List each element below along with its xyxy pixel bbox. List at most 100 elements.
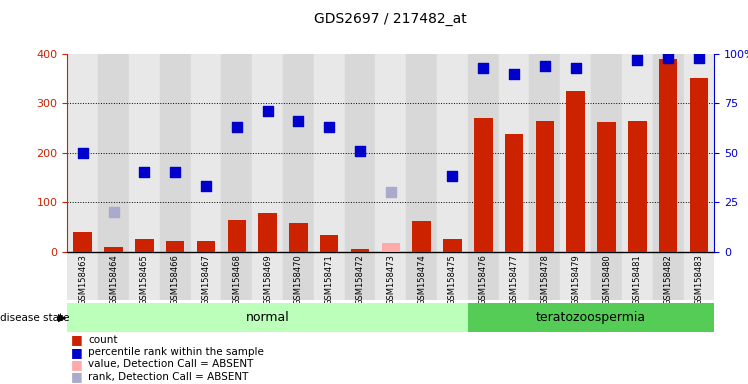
Bar [444, 239, 462, 252]
Text: GSM158481: GSM158481 [633, 254, 642, 305]
Bar [67, 54, 98, 252]
Bar [221, 54, 252, 252]
Bar [622, 54, 653, 252]
Bar [73, 232, 92, 252]
Text: GSM158469: GSM158469 [263, 254, 272, 305]
Text: ■: ■ [71, 358, 83, 371]
Bar [67, 303, 468, 332]
Bar [314, 252, 345, 300]
Text: GSM158475: GSM158475 [448, 254, 457, 305]
Bar [351, 249, 370, 252]
Text: percentile rank within the sample: percentile rank within the sample [88, 347, 264, 357]
Bar [530, 252, 560, 300]
Text: GSM158478: GSM158478 [540, 254, 549, 305]
Text: rank, Detection Call = ABSENT: rank, Detection Call = ABSENT [88, 372, 248, 382]
Point [354, 147, 366, 154]
Point [200, 183, 212, 189]
Point [447, 173, 459, 179]
Point [169, 169, 181, 175]
Text: GDS2697 / 217482_at: GDS2697 / 217482_at [314, 12, 468, 25]
Text: GSM158483: GSM158483 [694, 254, 703, 305]
Bar [320, 235, 338, 252]
Bar [659, 59, 678, 252]
Bar [499, 252, 530, 300]
Point [477, 65, 489, 71]
Text: GSM158472: GSM158472 [355, 254, 364, 305]
Point [570, 65, 582, 71]
Point [384, 189, 396, 195]
Bar [160, 252, 191, 300]
Bar [289, 223, 307, 252]
Bar [412, 221, 431, 252]
Bar [129, 252, 160, 300]
Bar [505, 134, 524, 252]
Bar [474, 118, 492, 252]
Point [631, 56, 643, 63]
Bar [499, 54, 530, 252]
Point [108, 209, 120, 215]
Text: value, Detection Call = ABSENT: value, Detection Call = ABSENT [88, 359, 254, 369]
Bar [252, 54, 283, 252]
Point [323, 124, 335, 130]
Bar [437, 54, 468, 252]
Bar [375, 252, 406, 300]
Point [508, 71, 520, 77]
Bar [591, 54, 622, 252]
Bar [345, 54, 375, 252]
Text: GSM158464: GSM158464 [109, 254, 118, 305]
Text: GSM158468: GSM158468 [233, 254, 242, 305]
Text: teratozoospermia: teratozoospermia [536, 311, 646, 324]
Bar [653, 54, 684, 252]
Bar [406, 252, 437, 300]
Text: ■: ■ [71, 346, 83, 359]
Bar [406, 54, 437, 252]
Point [77, 149, 89, 156]
Text: GSM158480: GSM158480 [602, 254, 611, 305]
Text: normal: normal [245, 311, 289, 324]
Text: disease state: disease state [0, 313, 70, 323]
Bar [437, 252, 468, 300]
Bar [258, 213, 277, 252]
Bar [283, 252, 314, 300]
Bar [197, 241, 215, 252]
Point [292, 118, 304, 124]
Text: GSM158482: GSM158482 [663, 254, 672, 305]
Text: ▶: ▶ [58, 313, 66, 323]
Text: count: count [88, 335, 117, 345]
Bar [653, 252, 684, 300]
Text: GSM158471: GSM158471 [325, 254, 334, 305]
Bar [560, 54, 591, 252]
Bar [536, 121, 554, 252]
Text: GSM158470: GSM158470 [294, 254, 303, 305]
Bar [597, 122, 616, 252]
Bar [345, 252, 375, 300]
Text: GSM158473: GSM158473 [386, 254, 396, 305]
Bar [104, 247, 123, 252]
Bar [684, 54, 714, 252]
Text: GSM158477: GSM158477 [509, 254, 518, 305]
Bar [684, 252, 714, 300]
Bar [468, 303, 714, 332]
Bar [622, 252, 653, 300]
Bar [283, 54, 314, 252]
Bar [690, 78, 708, 252]
Point [262, 108, 274, 114]
Bar [314, 54, 345, 252]
Point [693, 55, 705, 61]
Bar [129, 54, 160, 252]
Text: GSM158474: GSM158474 [417, 254, 426, 305]
Bar [530, 54, 560, 252]
Bar [191, 54, 221, 252]
Bar [628, 121, 646, 252]
Text: GSM158479: GSM158479 [571, 254, 580, 305]
Point [539, 63, 551, 69]
Bar [160, 54, 191, 252]
Text: ■: ■ [71, 370, 83, 383]
Text: GSM158467: GSM158467 [201, 254, 210, 305]
Bar [135, 239, 153, 252]
Point [231, 124, 243, 130]
Bar [375, 54, 406, 252]
Bar [381, 243, 400, 252]
Text: ■: ■ [71, 333, 83, 346]
Bar [166, 241, 185, 252]
